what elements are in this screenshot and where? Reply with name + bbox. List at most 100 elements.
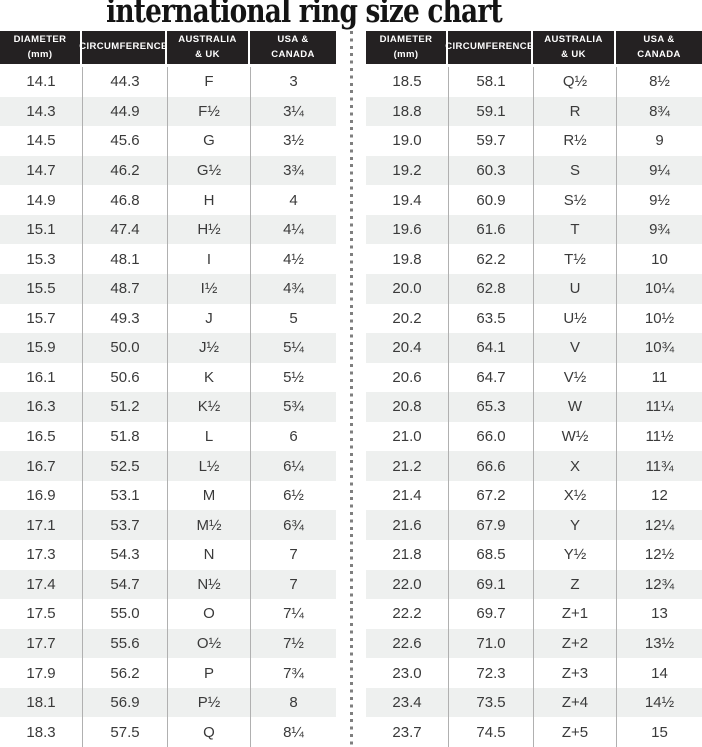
cell-usa-canada: 14½ — [616, 687, 702, 718]
cell-aus-uk: I½ — [167, 273, 250, 304]
cell-aus-uk: Z+1 — [533, 599, 616, 629]
table-row: 19.6 61.6 T 9¾ — [366, 214, 702, 245]
cell-usa-canada: 7 — [250, 569, 336, 600]
cell-usa-canada: 8¾ — [616, 96, 702, 127]
cell-aus-uk: P½ — [167, 687, 250, 718]
cell-circumference: 54.7 — [82, 569, 167, 600]
cell-diameter: 23.7 — [392, 723, 422, 741]
cell-circumference: 69.7 — [448, 599, 533, 629]
table-row: 19.4 60.9 S½ 9½ — [366, 185, 702, 215]
cell-aus-uk: N½ — [167, 569, 250, 600]
cell-circumference: 63.5 — [448, 303, 533, 334]
cell-diameter: 19.2 — [392, 161, 422, 179]
cell-circumference: 48.7 — [82, 273, 167, 304]
cell-diameter: 17.9 — [26, 664, 56, 682]
ring-size-table-right: DIAMETER (mm) CIRCUMFERENCE AUSTRALIA & … — [366, 31, 702, 747]
cell-diameter: 19.0 — [392, 132, 422, 150]
table-row: 19.2 60.3 S 9¼ — [366, 155, 702, 186]
cell-usa-canada: 5¾ — [250, 392, 336, 422]
cell-usa-canada: 12 — [616, 480, 702, 511]
cell-circumference: 52.5 — [82, 451, 167, 481]
cell-aus-uk: R½ — [533, 126, 616, 156]
cell-aus-uk: W — [533, 392, 616, 422]
cell-aus-uk: O — [167, 599, 250, 629]
cell-diameter: 21.4 — [392, 487, 422, 505]
table-row: 17.9 56.2 P 7¾ — [0, 658, 336, 688]
cell-circumference: 64.7 — [448, 362, 533, 393]
table-body: 18.5 58.1 Q½ 8½ 18.8 59.1 R 8¾ 19.0 59.7 R½ 9 19.2 60… — [366, 67, 702, 747]
cell-usa-canada: 3¾ — [250, 155, 336, 186]
cell-aus-uk: T — [533, 214, 616, 245]
cell-circumference: 67.9 — [448, 510, 533, 541]
cell-usa-canada: 4¾ — [250, 273, 336, 304]
cell-diameter: 23.4 — [392, 694, 422, 712]
table-row: 21.8 68.5 Y½ 12½ — [366, 540, 702, 570]
cell-aus-uk: S — [533, 155, 616, 186]
cell-circumference: 66.6 — [448, 451, 533, 481]
cell-aus-uk: Z — [533, 569, 616, 600]
cell-aus-uk: I — [167, 244, 250, 274]
cell-usa-canada: 5 — [250, 303, 336, 334]
cell-usa-canada: 7½ — [250, 628, 336, 659]
cell-aus-uk: Q½ — [533, 67, 616, 97]
table-row: 18.1 56.9 P½ 8 — [0, 687, 336, 718]
cell-aus-uk: O½ — [167, 628, 250, 659]
cell-diameter: 15.1 — [26, 221, 56, 239]
cell-circumference: 67.2 — [448, 480, 533, 511]
table-row: 20.8 65.3 W 11¼ — [366, 392, 702, 422]
cell-aus-uk: X½ — [533, 480, 616, 511]
cell-circumference: 59.1 — [448, 96, 533, 127]
cell-diameter: 18.1 — [26, 694, 56, 712]
cell-diameter: 16.5 — [26, 428, 56, 446]
cell-usa-canada: 3½ — [250, 126, 336, 156]
cell-aus-uk: W½ — [533, 421, 616, 452]
table-row: 15.5 48.7 I½ 4¾ — [0, 273, 336, 304]
table-header-left: DIAMETER (mm) CIRCUMFERENCE AUSTRALIA & … — [0, 31, 336, 64]
cell-aus-uk: T½ — [533, 244, 616, 274]
cell-circumference: 46.2 — [82, 155, 167, 186]
table-row: 23.7 74.5 Z+5 15 — [366, 717, 702, 747]
column-header-australia-uk: AUSTRALIA & UK — [533, 31, 616, 64]
cell-usa-canada: 8¼ — [250, 717, 336, 747]
table-row: 19.0 59.7 R½ 9 — [366, 126, 702, 156]
column-header-circumference: CIRCUMFERENCE — [79, 31, 167, 64]
cell-diameter: 15.3 — [26, 250, 56, 268]
cell-usa-canada: 12½ — [616, 540, 702, 570]
cell-aus-uk: L½ — [167, 451, 250, 481]
cell-circumference: 73.5 — [448, 687, 533, 718]
column-header-circumference: CIRCUMFERENCE — [445, 31, 533, 64]
cell-usa-canada: 12¼ — [616, 510, 702, 541]
cell-circumference: 58.1 — [448, 67, 533, 97]
cell-diameter: 14.5 — [26, 132, 56, 150]
cell-diameter: 19.4 — [392, 191, 422, 209]
cell-diameter: 17.5 — [26, 605, 56, 623]
cell-usa-canada: 7¾ — [250, 658, 336, 688]
cell-usa-canada: 13½ — [616, 628, 702, 659]
cell-diameter: 15.9 — [26, 339, 56, 357]
cell-circumference: 68.5 — [448, 540, 533, 570]
cell-aus-uk: Q — [167, 717, 250, 747]
cell-usa-canada: 6¼ — [250, 451, 336, 481]
table-row: 17.3 54.3 N 7 — [0, 540, 336, 570]
cell-aus-uk: G — [167, 126, 250, 156]
table-row: 22.6 71.0 Z+2 13½ — [366, 628, 702, 659]
cell-usa-canada: 11¼ — [616, 392, 702, 422]
cell-diameter: 14.9 — [26, 191, 56, 209]
table-row: 18.5 58.1 Q½ 8½ — [366, 67, 702, 97]
cell-aus-uk: V½ — [533, 362, 616, 393]
cell-usa-canada: 11½ — [616, 421, 702, 452]
cell-aus-uk: Z+4 — [533, 687, 616, 718]
table-row: 19.8 62.2 T½ 10 — [366, 244, 702, 274]
dotted-divider — [336, 31, 366, 747]
table-row: 15.9 50.0 J½ 5¼ — [0, 333, 336, 363]
cell-circumference: 54.3 — [82, 540, 167, 570]
table-row: 16.3 51.2 K½ 5¾ — [0, 392, 336, 422]
cell-aus-uk: F — [167, 67, 250, 97]
table-row: 15.7 49.3 J 5 — [0, 303, 336, 334]
column-header-diameter: DIAMETER (mm) — [366, 31, 448, 64]
cell-circumference: 59.7 — [448, 126, 533, 156]
cell-aus-uk: M — [167, 480, 250, 511]
table-row: 17.1 53.7 M½ 6¾ — [0, 510, 336, 541]
cell-circumference: 56.2 — [82, 658, 167, 688]
cell-circumference: 53.7 — [82, 510, 167, 541]
